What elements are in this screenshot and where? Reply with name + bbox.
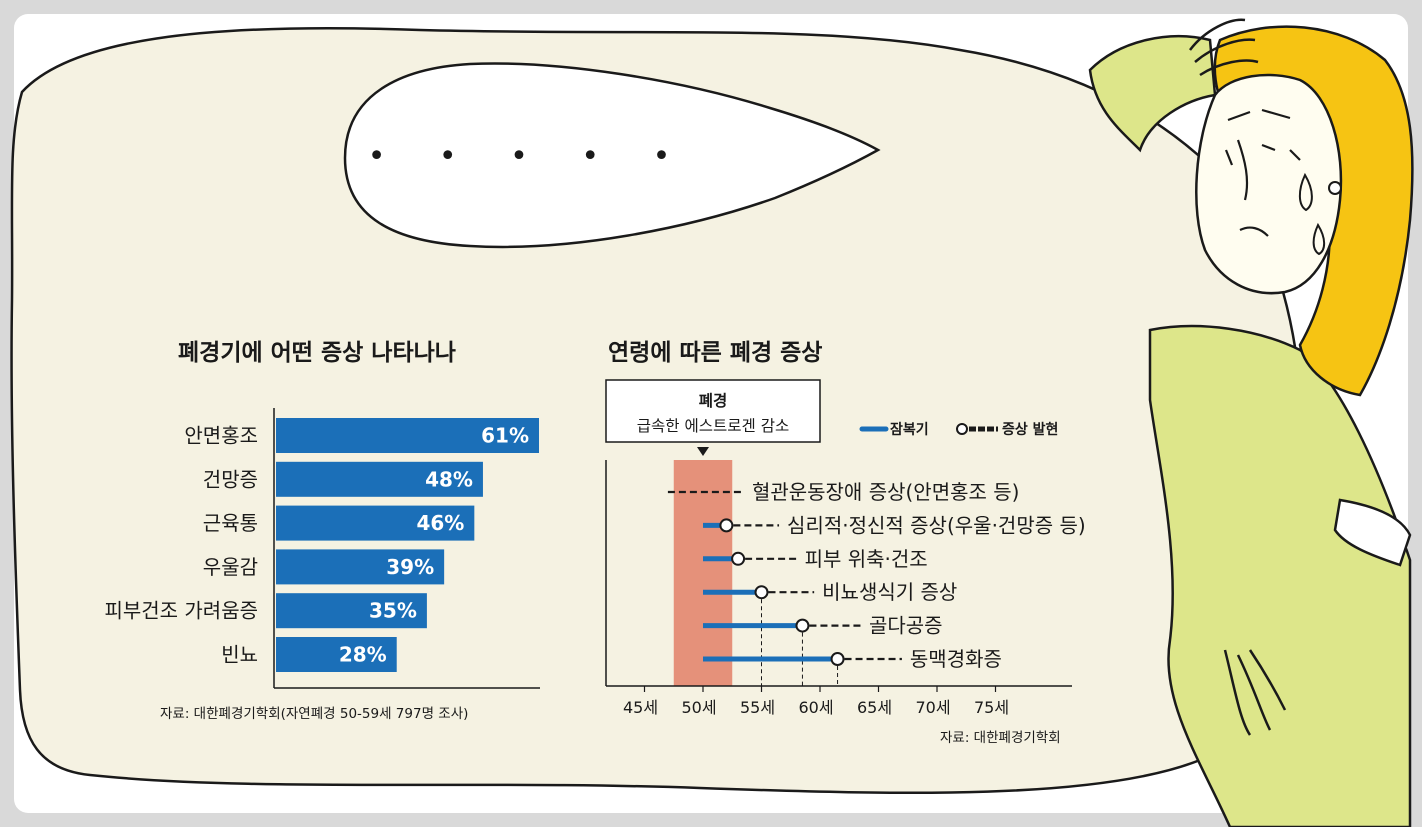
symptom-label: 골다공증 [869, 614, 943, 638]
timeline-chart-source: 자료: 대한폐경기학회 [940, 730, 1061, 746]
symptom-label: 혈관운동장애 증상(안면홍조 등) [752, 480, 1020, 504]
face [1195, 73, 1343, 295]
onset-marker [830, 652, 845, 666]
x-tick-label: 70세 [915, 698, 950, 717]
menopause-band [673, 460, 733, 686]
timeline-chart: 연령에 따른 폐경 증상 폐경 급속한 에스트로겐 감소 잠복기 증상 발현 4… [605, 340, 1086, 746]
speech-bubble-dots: • • • • • [368, 139, 693, 174]
callout-pointer-icon [697, 447, 709, 456]
bar-chart-title: 폐경기에 어떤 증상 나타나나 [178, 340, 456, 366]
symptom-label: 동맥경화증 [910, 647, 1002, 671]
x-tick-label: 75세 [974, 698, 1009, 717]
bar-value-label: 46% [416, 511, 464, 535]
menopause-callout-box [605, 379, 821, 443]
legend-latent-label: 잠복기 [890, 421, 929, 438]
menopause-callout-line1: 폐경 [699, 391, 728, 410]
bar-value-label: 61% [481, 424, 529, 448]
bar-category-label: 건망증 [203, 467, 258, 491]
bar-category-label: 피부건조 가려움증 [104, 599, 258, 623]
sweat-drop-icon [1312, 222, 1326, 256]
lower-hand [1223, 649, 1287, 736]
bar-value-label: 28% [339, 643, 387, 667]
onset-marker [719, 518, 734, 533]
x-tick-label: 45세 [623, 698, 658, 717]
face-features [1224, 108, 1301, 237]
timeline-chart-title: 연령에 따른 폐경 증상 [608, 340, 822, 366]
earring [1328, 181, 1342, 195]
bar [276, 418, 539, 453]
legend-onset-label: 증상 발현 [1002, 421, 1058, 438]
menopause-callout-line2: 급속한 에스트로겐 감소 [637, 417, 789, 435]
bar [276, 461, 483, 497]
bar-category-label: 안면홍조 [184, 424, 258, 448]
legend-onset-circle-icon [956, 423, 968, 435]
bar-value-label: 39% [386, 555, 434, 579]
bar-chart-source: 자료: 대한폐경기학회(자연폐경 50-59세 797명 조사) [160, 706, 468, 722]
x-tick-label: 50세 [681, 698, 716, 717]
bar-value-label: 35% [369, 599, 417, 623]
bar-category-label: 우울감 [203, 555, 258, 579]
onset-marker [731, 551, 746, 566]
x-tick-label: 65세 [857, 698, 892, 717]
speech-bubble [343, 62, 881, 249]
symptom-label: 비뇨생식기 증상 [822, 580, 957, 604]
onset-marker [754, 585, 769, 600]
x-tick-label: 60세 [798, 698, 833, 717]
sweat-drop-icon [1298, 172, 1313, 212]
bar-value-label: 48% [425, 467, 473, 491]
raised-hand [1189, 18, 1259, 77]
x-tick-label: 55세 [740, 698, 775, 717]
raised-arm [1088, 35, 1217, 153]
symptom-label: 심리적·정신적 증상(우울·건망증 등) [787, 513, 1086, 537]
onset-marker [795, 618, 810, 633]
bar-chart: 폐경기에 어떤 증상 나타나나 안면홍조 61% 건망증 48% 근육통 46% 우울감 39… [104, 340, 540, 722]
bar [276, 549, 445, 585]
woman-illustration [1088, 18, 1414, 827]
sleeve-cuff [1333, 498, 1412, 567]
bar-category-label: 빈뇨 [221, 643, 258, 667]
bar-category-label: 근육통 [203, 511, 258, 535]
bar [276, 637, 397, 672]
bar [276, 593, 427, 629]
bar [276, 505, 475, 541]
symptom-label: 피부 위축·건조 [805, 547, 928, 571]
